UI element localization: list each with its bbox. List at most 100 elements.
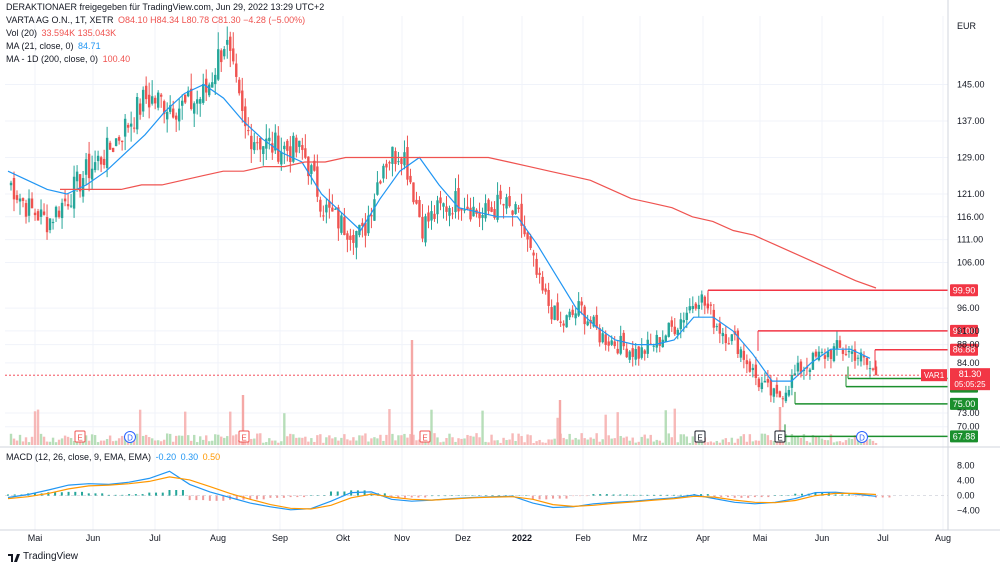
volume-bar (337, 440, 340, 445)
macd-histogram-bar (424, 495, 427, 498)
y-tick-label: 116.00 (957, 212, 984, 222)
candle-body (535, 258, 538, 275)
candle-body (688, 306, 691, 311)
volume-bar (292, 434, 295, 445)
candle-body (571, 309, 574, 315)
candle-body (604, 334, 607, 345)
ma21-label: MA (21, close, 0) (6, 41, 74, 51)
candle-body (280, 151, 283, 165)
candle-body (454, 191, 457, 213)
volume-bar (415, 440, 418, 445)
volume-bar (589, 437, 592, 445)
volume-bar (739, 436, 743, 445)
currency-label: EUR (957, 21, 977, 31)
candle-body (721, 332, 725, 337)
volume-bar (226, 436, 229, 445)
candle-body (577, 301, 580, 316)
volume-bar (712, 442, 716, 445)
candle-body (607, 341, 610, 346)
candle-body (15, 195, 19, 200)
volume-bar (439, 442, 442, 445)
candle-body (661, 339, 664, 348)
macd-y-tick-label: 8.00 (957, 461, 975, 471)
candle-body (111, 147, 115, 152)
volume-bar (733, 442, 737, 445)
candle-body (102, 158, 106, 165)
candle-body (361, 222, 364, 226)
volume-bar (397, 435, 400, 445)
macd-histogram-bar (430, 495, 433, 497)
volume-bar (592, 438, 595, 445)
volume-bar (202, 439, 205, 445)
candle-body (412, 182, 415, 203)
volume-bar (790, 433, 794, 445)
volume-bar (114, 440, 118, 445)
volume-bar (754, 440, 758, 445)
volume-bar (9, 433, 13, 445)
volume-bar (153, 440, 157, 445)
candle-body (274, 132, 277, 151)
volume-bar (30, 436, 34, 445)
volume-bar (54, 442, 58, 445)
y-tick-label: 84.00 (957, 358, 980, 368)
candle-body (295, 137, 298, 153)
volume-bar (658, 440, 661, 445)
macd-histogram-bar (336, 491, 339, 496)
brand-name: TradingView (23, 551, 79, 562)
x-tick-label: Feb (575, 533, 591, 543)
volume-bar (108, 435, 112, 445)
x-tick-label: Mai (753, 533, 768, 543)
candle-body (421, 216, 424, 239)
volume-bar (679, 434, 682, 445)
volume-bar (120, 435, 124, 445)
macd-histogram-bar (585, 495, 588, 497)
macd-histogram-bar (323, 495, 326, 496)
macd-histogram-bar (666, 494, 669, 496)
candle-body (388, 162, 391, 164)
volume-bar (682, 434, 685, 445)
macd-histogram-bar (572, 495, 575, 497)
tradingview-logo[interactable]: TradingView (8, 551, 78, 562)
volume-bar (229, 411, 232, 445)
candle-body (352, 235, 355, 243)
candle-body (637, 346, 640, 359)
volume-bar (619, 436, 622, 445)
candle-body (466, 206, 469, 210)
macd-histogram-bar (168, 490, 171, 496)
earnings-marker-label: E (241, 434, 246, 443)
candle-body (30, 198, 34, 209)
macd-histogram-bar (552, 495, 555, 499)
macd-histogram-bar (175, 490, 178, 496)
candle-body (568, 311, 571, 318)
candle-body (18, 198, 22, 202)
candle-body (670, 320, 673, 327)
candle-body (463, 209, 466, 211)
x-tick-label: Mai (28, 533, 43, 543)
candle-body (436, 200, 439, 215)
volume-bar (844, 440, 848, 445)
macd-histogram-bar (94, 493, 97, 496)
candle-body (193, 103, 196, 114)
candle-body (484, 203, 487, 219)
candle-body (226, 39, 229, 45)
macd-histogram-bar (262, 495, 265, 500)
volume-bar (391, 433, 394, 445)
macd-legend: MACD (12, 26, close, 9, EMA, EMA) -0.20 … (6, 452, 222, 462)
candle-body (153, 97, 157, 104)
volume-bar (760, 433, 764, 445)
candle-body (682, 320, 685, 323)
candle-body (760, 382, 764, 390)
volume-bar (370, 438, 373, 445)
candle-body (409, 175, 412, 183)
candle-body (168, 105, 172, 112)
macd-histogram-bar (417, 495, 420, 498)
macd-histogram-bar (343, 491, 346, 496)
earnings-marker-label: E (422, 434, 427, 443)
volume-bar (430, 409, 433, 445)
candle-body (322, 215, 325, 217)
volume-bar (138, 409, 142, 445)
volume-bar (190, 440, 193, 445)
macd-histogram-bar (733, 495, 736, 498)
macd-histogram-bar (652, 494, 655, 496)
